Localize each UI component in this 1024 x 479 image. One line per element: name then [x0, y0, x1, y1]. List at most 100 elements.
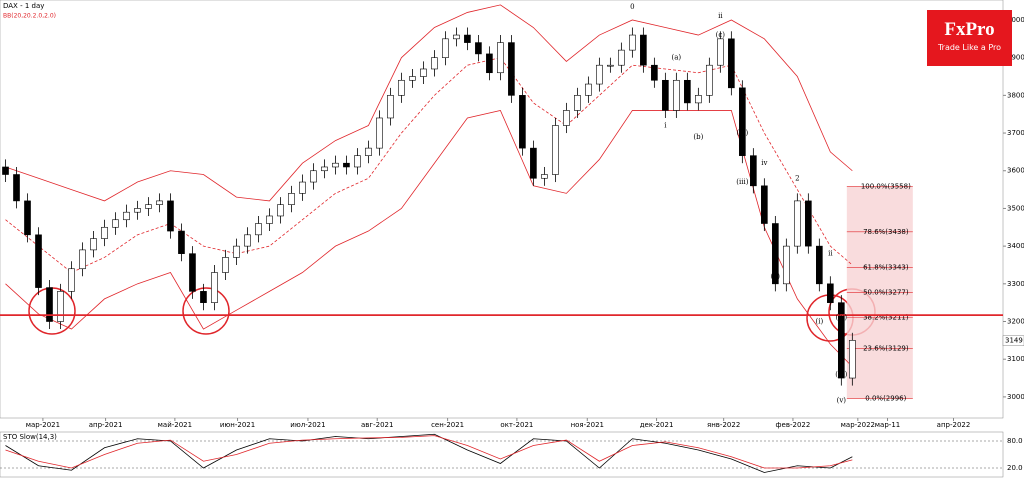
- fib-label: 100.0%(3558): [861, 183, 911, 191]
- candle-body: [79, 249, 86, 270]
- candle-body: [299, 181, 306, 194]
- candle-body: [112, 219, 119, 228]
- candle-body: [13, 174, 20, 202]
- candle-body: [101, 226, 108, 239]
- y-tick-label: 3400: [1007, 242, 1024, 250]
- candle: [596, 57, 603, 92]
- wave-label: (iii): [736, 178, 748, 186]
- candle: [112, 212, 119, 235]
- candle-body: [365, 147, 372, 156]
- candle-body: [24, 200, 31, 236]
- candle-body: [662, 79, 669, 111]
- band-upper: [5, 4, 853, 202]
- wave-label: 0: [630, 3, 634, 11]
- candle: [90, 231, 97, 258]
- fib-label: 50.0%(3277): [863, 288, 909, 296]
- x-tick-label: дек-2021: [640, 421, 674, 429]
- stoch-tick-label: 20.0: [1007, 464, 1023, 472]
- candle-body: [761, 185, 768, 224]
- candle: [651, 57, 658, 88]
- candle: [728, 31, 735, 96]
- x-tick-label: апр-2022: [937, 421, 971, 429]
- candle-body: [794, 200, 801, 247]
- indicator-label: BB(20,20.2.0,2.0): [3, 13, 56, 20]
- y-tick-label: 3100: [1007, 355, 1024, 363]
- candle: [695, 87, 702, 111]
- candle-body: [211, 272, 218, 303]
- candle-body: [838, 302, 845, 379]
- candle: [717, 31, 724, 73]
- candle: [563, 102, 570, 134]
- chart-title: DAX - 1 day: [3, 2, 44, 10]
- fib-label: 38.2%(3211): [863, 313, 909, 321]
- candle-body: [574, 95, 581, 111]
- candle-body: [508, 42, 515, 96]
- candle: [222, 249, 229, 281]
- candle-body: [90, 238, 97, 251]
- candle-body: [200, 291, 207, 303]
- y-tick-label: 3600: [1007, 167, 1024, 175]
- candle-body: [68, 268, 75, 292]
- candle-body: [431, 57, 438, 70]
- candle: [706, 57, 713, 103]
- wave-label: (v): [771, 272, 781, 280]
- candle: [585, 76, 592, 103]
- candle-body: [486, 53, 493, 74]
- candle-body: [145, 204, 152, 209]
- wave-label: (i): [815, 318, 823, 326]
- candle-body: [178, 230, 185, 254]
- candle: [475, 35, 482, 62]
- candle-body: [475, 42, 482, 55]
- candle-body: [255, 223, 262, 236]
- candle: [607, 57, 614, 73]
- candle-body: [288, 193, 295, 205]
- candle: [783, 238, 790, 292]
- candle-body: [717, 38, 724, 66]
- candle: [376, 110, 383, 156]
- candle: [123, 204, 130, 228]
- candle: [24, 193, 31, 243]
- wave-label: (a): [672, 54, 682, 62]
- candle: [310, 163, 317, 190]
- highlight-circle: [182, 287, 230, 335]
- y-tick-label: 3200: [1007, 318, 1024, 326]
- candle: [288, 185, 295, 213]
- candle: [211, 264, 218, 311]
- candle-body: [640, 34, 647, 66]
- y-tick-label: 3900: [1007, 54, 1024, 62]
- candle-body: [607, 64, 614, 67]
- candle: [178, 223, 185, 262]
- x-tick-label: сен-2021: [431, 421, 464, 429]
- candle-body: [563, 110, 570, 126]
- candle-body: [805, 200, 812, 247]
- candle-body: [772, 223, 779, 285]
- candle-body: [387, 95, 394, 119]
- candle: [145, 197, 152, 216]
- candle-body: [277, 204, 284, 217]
- x-tick-label: ноя-2021: [571, 421, 604, 429]
- oscillator-label: STO Slow(14,3): [3, 433, 57, 441]
- wave-label: (iii): [835, 370, 847, 378]
- candle-body: [618, 49, 625, 66]
- stoch-line: [5, 435, 853, 469]
- candle: [189, 246, 196, 299]
- wave-label: ii: [828, 250, 833, 258]
- candle: [497, 35, 504, 81]
- candle: [519, 87, 526, 156]
- tagline: Trade Like a Pro: [937, 43, 1002, 52]
- wave-label: ii: [718, 12, 723, 20]
- candle: [299, 174, 306, 201]
- candle-body: [673, 79, 680, 111]
- candle-body: [541, 174, 548, 179]
- candle: [574, 87, 581, 118]
- candle-body: [497, 42, 504, 74]
- wave-label: (iv): [737, 129, 749, 137]
- candle: [46, 280, 53, 330]
- candle-body: [464, 34, 471, 43]
- candle: [673, 72, 680, 118]
- candle: [68, 261, 75, 299]
- candle: [387, 87, 394, 126]
- candle: [13, 166, 20, 209]
- candle-body: [123, 211, 130, 221]
